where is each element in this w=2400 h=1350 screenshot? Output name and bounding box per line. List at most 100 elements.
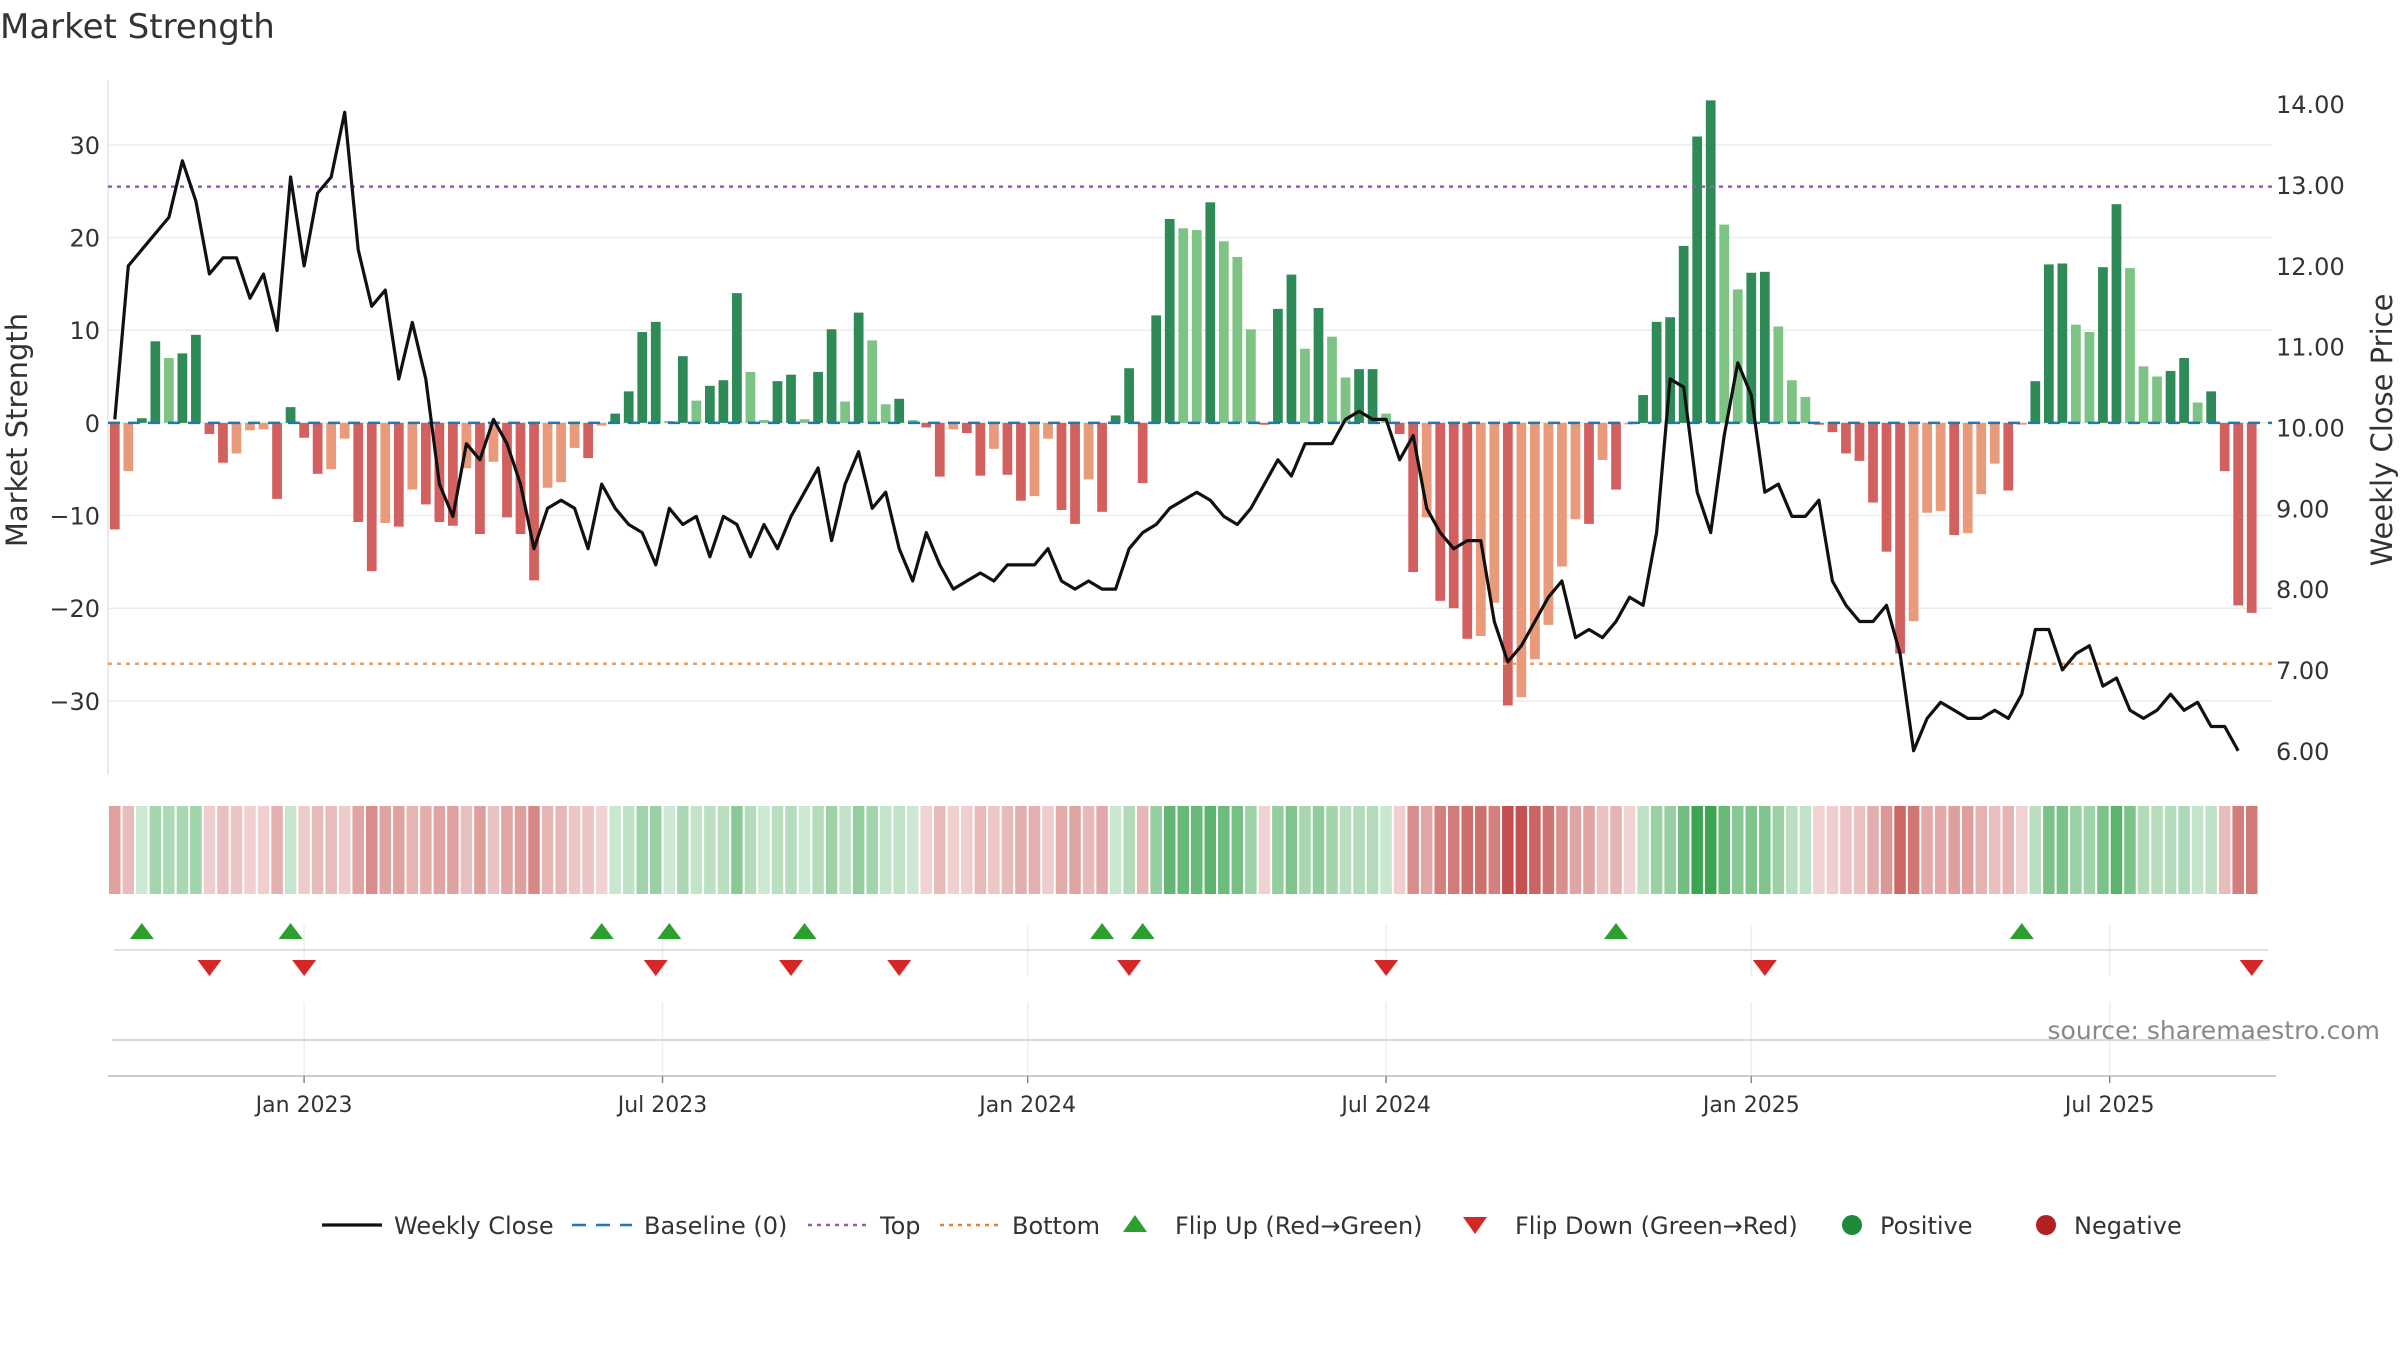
heat-cell bbox=[1285, 806, 1298, 894]
strength-bar bbox=[718, 380, 729, 423]
heat-cell bbox=[1258, 806, 1271, 894]
heat-cell bbox=[1299, 806, 1311, 894]
heat-cell bbox=[1704, 806, 1717, 894]
heat-cell bbox=[2097, 806, 2109, 894]
strength-bar bbox=[1245, 329, 1256, 423]
strength-bar bbox=[2219, 422, 2230, 472]
heat-cell bbox=[433, 806, 446, 894]
heat-cell bbox=[1880, 806, 1893, 894]
strength-bar bbox=[2125, 268, 2135, 423]
x-tick-label: Jan 2024 bbox=[977, 1093, 1076, 1118]
heat-cell bbox=[257, 806, 270, 894]
strength-bar bbox=[150, 341, 161, 423]
strength-bar bbox=[2246, 422, 2257, 613]
heat-cell bbox=[1961, 806, 1974, 894]
strength-bar bbox=[1029, 422, 1040, 497]
legend-item: Flip Up (Red→Green) bbox=[1123, 1212, 1423, 1240]
strength-bar bbox=[218, 422, 228, 463]
heat-cell bbox=[2056, 806, 2069, 894]
strength-bar bbox=[623, 391, 634, 423]
heat-cell bbox=[1542, 806, 1555, 894]
strength-bar bbox=[1557, 422, 1567, 567]
heat-cell bbox=[852, 806, 865, 894]
heat-cell bbox=[1623, 806, 1636, 894]
weekly-close-line bbox=[113, 110, 2240, 753]
heat-cell bbox=[1096, 806, 1108, 894]
heat-cell bbox=[1366, 806, 1379, 894]
heat-cell bbox=[1339, 806, 1352, 894]
heat-cell bbox=[1867, 806, 1879, 894]
y-right-tick-label: 10.00 bbox=[2276, 415, 2345, 443]
heat-cell bbox=[690, 806, 703, 894]
strength-bar bbox=[759, 420, 769, 423]
reference-lines bbox=[108, 185, 2272, 666]
legend-swatch-circle bbox=[1842, 1215, 1862, 1235]
strength-bar bbox=[2111, 204, 2122, 423]
heat-cell bbox=[1502, 806, 1514, 894]
legend-item: Weekly Close bbox=[322, 1212, 554, 1240]
strength-bar bbox=[596, 422, 607, 426]
heat-cell bbox=[812, 806, 824, 894]
strength-bar bbox=[840, 401, 850, 423]
strength-bars bbox=[109, 100, 2257, 706]
heat-cell bbox=[514, 806, 527, 894]
heat-cell bbox=[1799, 806, 1812, 894]
strength-bar bbox=[2179, 358, 2189, 423]
y-right-tick-label: 13.00 bbox=[2276, 172, 2345, 200]
heat-cell bbox=[203, 806, 216, 894]
strength-bar bbox=[934, 422, 945, 477]
heat-cell bbox=[190, 806, 202, 894]
strength-bar bbox=[1394, 422, 1405, 434]
heat-cell bbox=[785, 806, 797, 894]
legend-item: Bottom bbox=[940, 1212, 1100, 1240]
y-right-tick-label: 9.00 bbox=[2276, 495, 2329, 523]
strength-bar bbox=[1584, 422, 1594, 524]
strength-bar bbox=[1043, 422, 1053, 439]
strength-bar bbox=[285, 407, 296, 423]
heat-cell bbox=[1975, 806, 1987, 894]
heat-cell bbox=[947, 806, 960, 894]
heat-cell bbox=[1583, 806, 1595, 894]
flip-up-marker bbox=[278, 923, 303, 939]
legend-swatch-triangle-down bbox=[1463, 1217, 1487, 1234]
legend-label: Flip Down (Green→Red) bbox=[1515, 1212, 1798, 1240]
strength-bar bbox=[1705, 100, 1716, 423]
strength-bar bbox=[177, 353, 188, 423]
strength-bar bbox=[1002, 422, 1013, 475]
heat-cell bbox=[230, 806, 243, 894]
heat-cell bbox=[1786, 806, 1798, 894]
heat-cell bbox=[798, 806, 811, 894]
heat-cell bbox=[1515, 806, 1528, 894]
strength-bar bbox=[1962, 422, 1973, 534]
flip-down-marker bbox=[779, 960, 804, 976]
heat-cell bbox=[1407, 806, 1419, 894]
strength-bar bbox=[650, 321, 661, 423]
legend-label: Positive bbox=[1880, 1212, 1973, 1240]
strength-bar bbox=[2030, 381, 2041, 423]
strength-bar bbox=[191, 334, 201, 423]
heat-cell bbox=[122, 806, 135, 894]
strength-bar bbox=[677, 356, 688, 423]
strength-bar bbox=[1570, 422, 1581, 520]
heat-cell bbox=[920, 806, 933, 894]
strength-bar bbox=[1597, 422, 1608, 460]
heat-cell bbox=[1177, 806, 1189, 894]
bottom-panel bbox=[108, 1002, 2276, 1077]
heat-cell bbox=[650, 806, 662, 894]
heat-cell bbox=[744, 806, 757, 894]
heat-cell bbox=[109, 806, 121, 894]
strength-bar bbox=[502, 422, 512, 518]
flip-markers-panel bbox=[114, 923, 2268, 976]
legend: Weekly Close Baseline (0) Top Bottom Flip Up… bbox=[322, 1212, 2182, 1240]
heat-cell bbox=[1231, 806, 1244, 894]
heat-cell bbox=[1529, 806, 1541, 894]
strength-bar bbox=[2098, 267, 2108, 423]
strength-bar bbox=[569, 422, 580, 448]
strength-bar bbox=[1800, 396, 1811, 423]
strength-bar bbox=[1327, 336, 1337, 423]
strength-bar bbox=[1354, 369, 1364, 423]
strength-bar bbox=[1732, 289, 1743, 423]
strength-bar bbox=[529, 422, 539, 581]
heat-cell bbox=[595, 806, 608, 894]
strength-bar bbox=[2057, 263, 2068, 423]
